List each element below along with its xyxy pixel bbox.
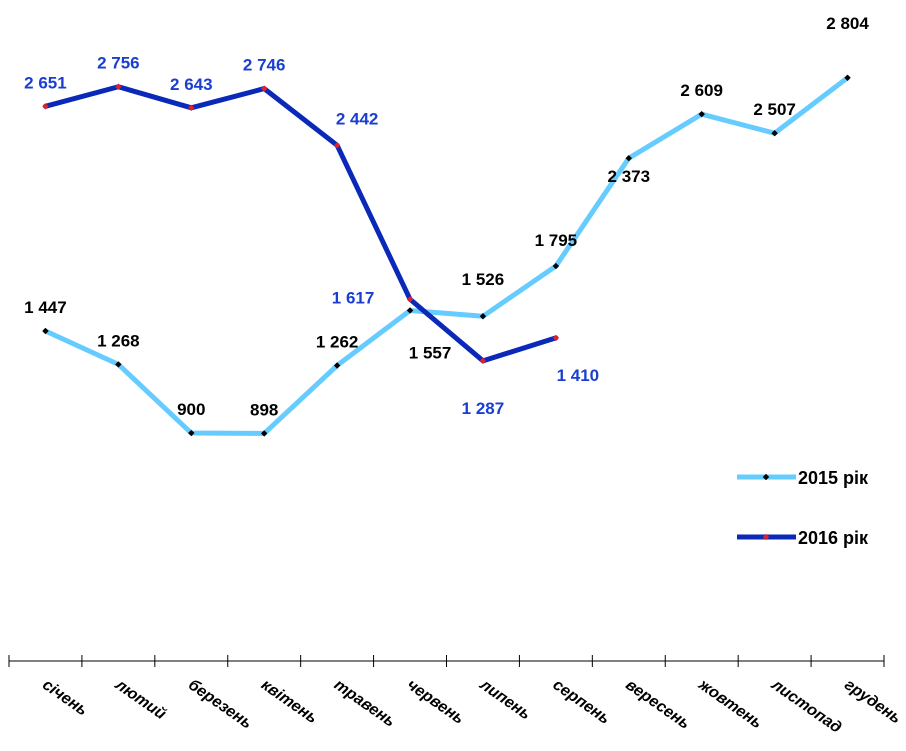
- data-label: 2 442: [336, 109, 379, 128]
- data-label: 2 507: [753, 100, 796, 119]
- data-label: 1 557: [409, 343, 452, 362]
- data-label: 1 526: [462, 270, 505, 289]
- series-line-2: [42, 84, 559, 364]
- legend-swatch-marker: [762, 473, 770, 481]
- data-label: 2 643: [170, 75, 213, 94]
- data-label: 2 804: [826, 14, 869, 33]
- data-label: 1 795: [535, 231, 578, 250]
- x-axis: січень лютий березень квітень травень червень…: [8, 655, 904, 737]
- data-label: 2 609: [680, 81, 723, 100]
- x-tick-label: червень: [404, 676, 467, 727]
- data-point-marker: [406, 307, 414, 314]
- x-tick-label: серпень: [550, 676, 613, 727]
- data-point-marker: [406, 296, 414, 303]
- data-point-marker: [188, 429, 195, 437]
- series-lines: [42, 75, 851, 436]
- data-label: 2 651: [24, 73, 67, 92]
- x-tick-label: лютий: [111, 676, 169, 724]
- data-point-marker: [42, 327, 49, 335]
- x-tick-label: липень: [476, 676, 534, 724]
- data-point-marker: [333, 362, 341, 369]
- x-tick-label: грудень: [841, 676, 904, 727]
- data-labels: 1 447 1 268 900 898 1 262 1 557 1 526 1 795 2 37…: [24, 14, 869, 420]
- x-tick-label: листопад: [768, 676, 845, 737]
- data-point-marker: [698, 110, 705, 118]
- legend-swatch-marker: [762, 533, 770, 541]
- data-point-marker: [552, 334, 560, 342]
- x-tick-label: вересень: [622, 676, 692, 732]
- legend: 2015 рік 2016 рік: [737, 468, 869, 548]
- data-point-marker: [188, 104, 195, 112]
- data-label: 1 287: [462, 399, 505, 418]
- x-tick-label: січень: [39, 676, 90, 719]
- data-point-marker: [479, 313, 487, 320]
- series-markers: [42, 74, 851, 437]
- data-point-marker: [552, 262, 560, 270]
- data-label: 1 262: [316, 333, 359, 352]
- x-tick-label: квітень: [258, 676, 320, 727]
- data-label: 2 746: [243, 56, 286, 75]
- data-label: 900: [177, 400, 205, 419]
- data-label: 2 373: [608, 167, 651, 186]
- data-label: 1 447: [24, 298, 67, 317]
- data-label: 1 410: [557, 366, 600, 385]
- legend-label: 2015 рік: [798, 468, 869, 488]
- data-point-marker: [844, 74, 851, 81]
- data-label: 1 617: [332, 288, 375, 307]
- data-label: 898: [250, 400, 278, 419]
- data-point-marker: [115, 83, 122, 90]
- data-point-marker: [333, 142, 341, 149]
- data-point-marker: [42, 103, 49, 110]
- x-tick-label: жовтень: [695, 676, 765, 732]
- data-point-marker: [625, 154, 632, 162]
- data-point-marker: [115, 361, 122, 368]
- data-point-marker: [261, 85, 268, 92]
- data-label: 2 756: [97, 54, 140, 73]
- data-point-marker: [261, 430, 268, 437]
- legend-label: 2016 рік: [798, 528, 869, 548]
- data-label: 1 268: [97, 331, 140, 350]
- series-line-1: [42, 75, 851, 436]
- x-tick-label: березень: [185, 676, 255, 732]
- data-point-marker: [771, 129, 778, 137]
- data-point-marker: [479, 357, 487, 365]
- x-tick-label: травень: [331, 676, 398, 730]
